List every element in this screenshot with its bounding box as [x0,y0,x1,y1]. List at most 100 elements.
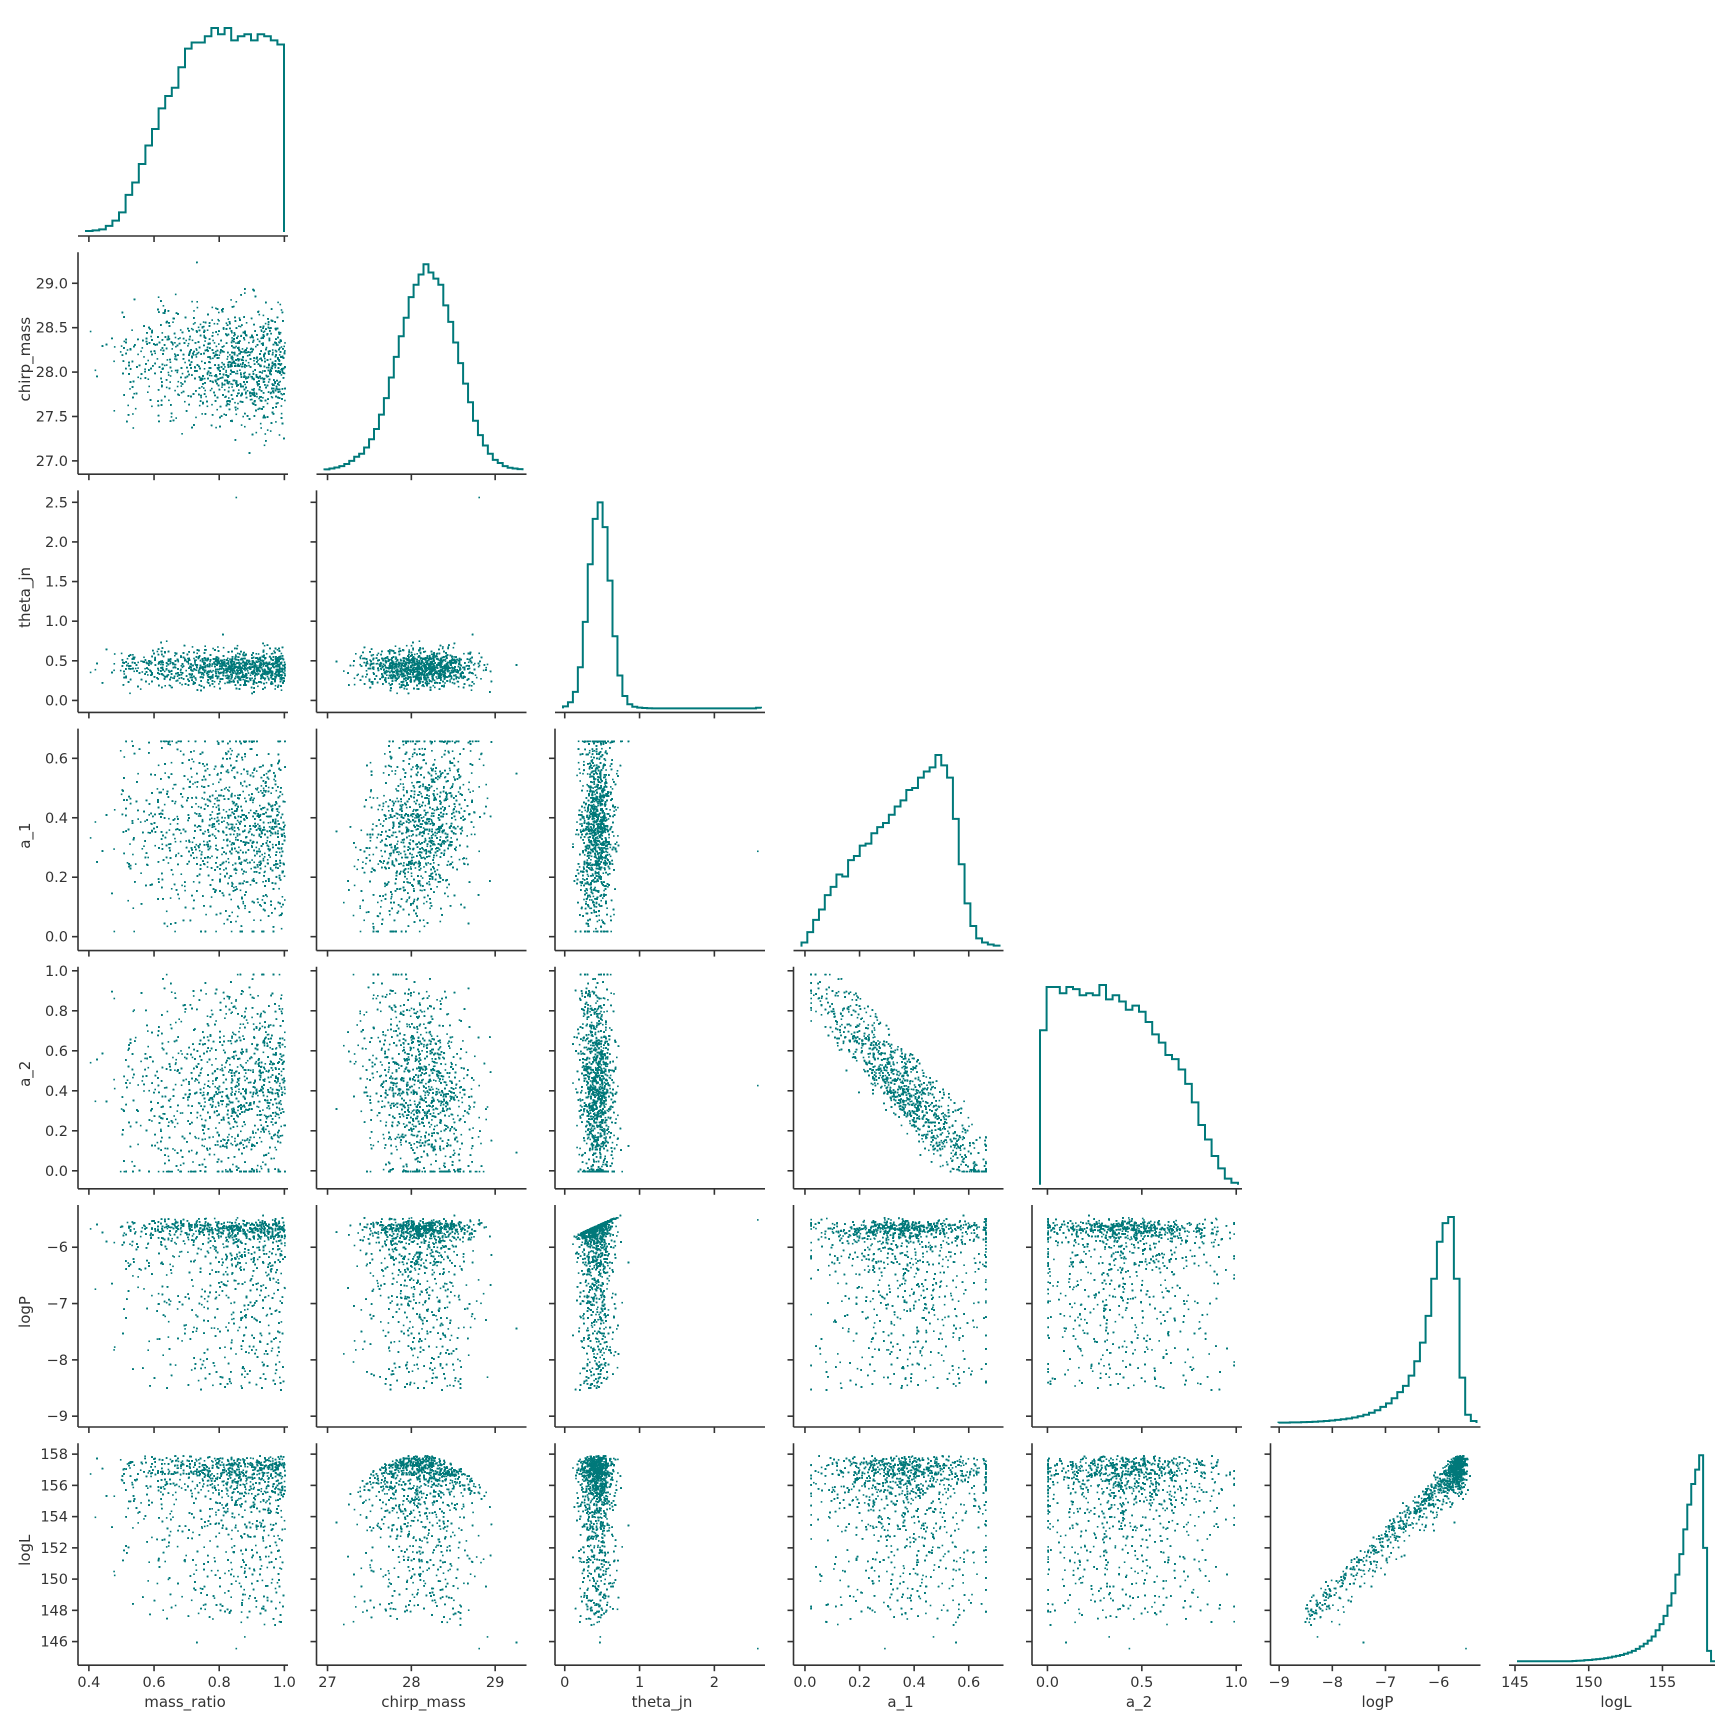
scatter-point [198,327,200,329]
scatter-point [201,413,203,415]
scatter-point [235,409,237,411]
scatter-point [279,354,281,356]
scatter-point [174,390,176,392]
scatter-point [266,367,268,369]
scatter-point [259,314,261,316]
scatter-point [279,391,281,393]
scatter-point [217,323,219,325]
scatter-point [245,376,247,378]
scatter-point [245,393,247,395]
scatter-point [246,322,248,324]
y-tick-label: 27.0 [36,454,68,470]
scatter-point [193,323,195,325]
scatter-point [133,427,135,429]
scatter-point [174,342,176,344]
scatter-point [175,337,177,339]
scatter-point [187,345,189,347]
scatter-point [260,423,262,425]
scatter-point [95,370,97,372]
scatter-point [281,309,283,311]
scatter-point [264,358,266,360]
scatter-point [231,337,233,339]
scatter-point [204,340,206,342]
scatter-point [177,372,179,374]
scatter-point [219,354,221,356]
scatter-point [256,396,258,398]
scatter-point [272,352,274,354]
scatter-point [248,362,250,364]
scatter-point [256,432,258,434]
scatter-point [279,381,281,383]
scatter-point [232,384,234,386]
scatter-point [216,346,218,348]
scatter-point [151,406,153,408]
scatter-point [214,323,216,325]
scatter-point [121,345,123,347]
scatter-point [137,377,139,379]
scatter-point [216,409,218,411]
scatter-point [148,386,150,388]
scatter-point [274,367,276,369]
scatter-point [231,332,233,334]
scatter-point [212,332,214,334]
scatter-point [229,381,231,383]
scatter-point [229,354,231,356]
scatter-point [212,358,214,360]
scatter-point [113,361,115,363]
scatter-point [168,372,170,374]
scatter-point [284,350,286,352]
scatter-point [218,343,220,345]
scatter-point [263,315,265,317]
scatter-point [218,312,220,314]
scatter-point [181,433,183,435]
scatter-point [204,368,206,370]
scatter-point [211,375,213,377]
scatter-point [218,357,220,359]
scatter-point [244,292,246,294]
scatter-point [281,374,283,376]
scatter-point [257,385,259,387]
scatter-point [184,401,186,403]
scatter-point [171,348,173,350]
scatter-point [140,351,142,353]
scatter-point [264,384,266,386]
scatter-point [205,396,207,398]
scatter-point [241,424,243,426]
scatter-point [225,333,227,335]
scatter-point [231,365,233,367]
scatter-point [164,365,166,367]
scatter-point [212,340,214,342]
scatter-point [192,340,194,342]
scatter-point [170,375,172,377]
scatter-point [272,349,274,351]
scatter-point [268,381,270,383]
scatter-point [242,363,244,365]
scatter-point [244,339,246,341]
scatter-point [230,299,232,301]
scatter-point [214,342,216,344]
scatter-point [193,310,195,312]
scatter-point [209,375,211,377]
scatter-point [280,332,282,334]
scatter-point [221,382,223,384]
scatter-point [180,382,182,384]
scatter-point [247,355,249,357]
scatter-point [242,351,244,353]
histogram-mass_ratio [86,28,284,232]
scatter-point [221,362,223,364]
scatter-point [210,390,212,392]
scatter-point [207,329,209,331]
scatter-point [237,408,239,410]
scatter-point [266,347,268,349]
scatter-point [211,404,213,406]
scatter-point [177,386,179,388]
scatter-point [281,405,283,407]
scatter-point [251,389,253,391]
scatter-point [114,410,116,412]
scatter-point [129,388,131,390]
scatter-point [180,329,182,331]
scatter-point [237,370,239,372]
y-tick-label: 28.0 [36,365,68,381]
scatter-point [223,345,225,347]
scatter-point [90,331,92,333]
